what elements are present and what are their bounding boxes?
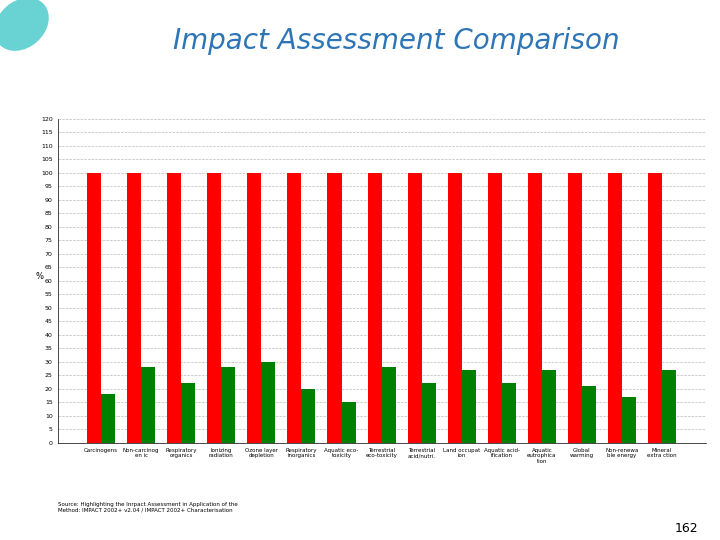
Bar — [87, 173, 101, 443]
Bar — [181, 383, 195, 443]
Y-axis label: %: % — [35, 272, 44, 281]
Bar — [341, 402, 356, 443]
Bar — [487, 173, 502, 443]
Text: Impact Assessment Comparison: Impact Assessment Comparison — [173, 27, 619, 55]
Bar — [261, 362, 276, 443]
Bar — [101, 394, 115, 443]
Text: Source: Highlighting the Inrpact Assessment in Application of the
Method: IMPACT: Source: Highlighting the Inrpact Assessm… — [58, 502, 238, 513]
Bar — [221, 367, 235, 443]
Bar — [622, 397, 636, 443]
Bar — [462, 370, 476, 443]
Bar — [382, 367, 395, 443]
Bar — [422, 383, 436, 443]
Bar — [528, 173, 542, 443]
Bar — [502, 383, 516, 443]
Bar — [568, 173, 582, 443]
Bar — [141, 367, 156, 443]
Ellipse shape — [0, 0, 49, 51]
Bar — [248, 173, 261, 443]
Bar — [167, 173, 181, 443]
Bar — [448, 173, 462, 443]
Bar — [582, 386, 596, 443]
Bar — [662, 370, 676, 443]
Bar — [542, 370, 556, 443]
Bar — [608, 173, 622, 443]
Bar — [328, 173, 341, 443]
Bar — [287, 173, 302, 443]
Bar — [207, 173, 221, 443]
Bar — [302, 389, 315, 443]
Bar — [368, 173, 382, 443]
Text: 162: 162 — [675, 522, 698, 535]
Bar — [648, 173, 662, 443]
Bar — [408, 173, 422, 443]
Bar — [127, 173, 141, 443]
